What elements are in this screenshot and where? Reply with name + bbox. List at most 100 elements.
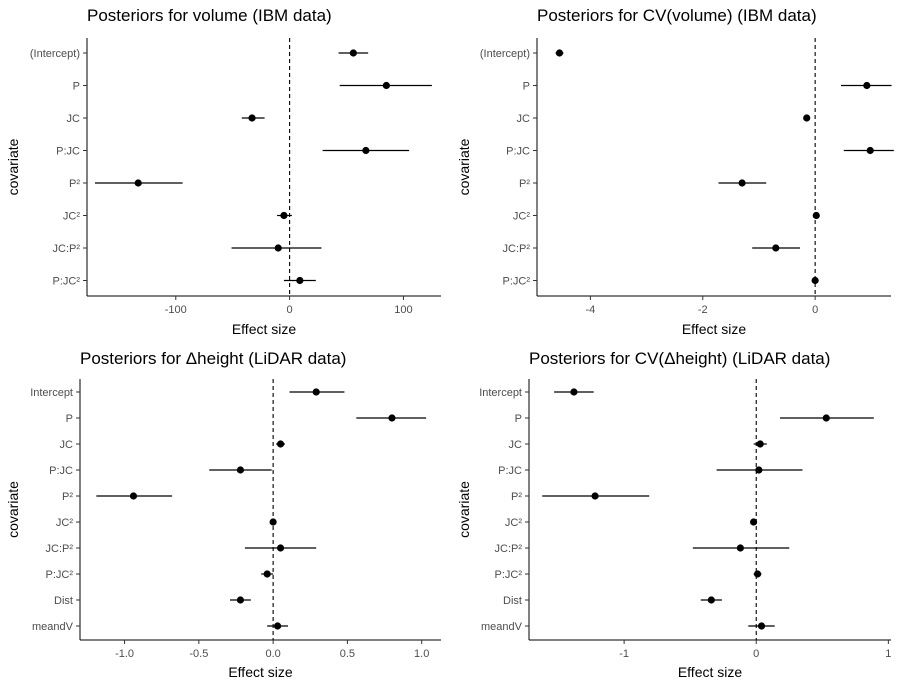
y-tick-label: P:JC	[49, 465, 73, 477]
y-tick-label: (Intercept)	[480, 48, 530, 60]
estimate-point	[570, 388, 578, 396]
y-tick-label: meandV	[481, 621, 523, 633]
estimate-point	[822, 414, 830, 422]
estimate-point	[362, 146, 370, 155]
y-tick-label: P²	[511, 491, 522, 503]
y-tick-label: JC:P²	[53, 243, 81, 255]
x-tick-label: -1.0	[115, 648, 134, 660]
y-tick-label: JC	[517, 113, 531, 125]
estimate-point	[349, 49, 357, 57]
x-tick-label: 0.5	[340, 648, 355, 660]
y-axis-title: covariate	[456, 481, 472, 538]
y-tick-label: P	[523, 81, 530, 93]
x-axis-title: Effect size	[678, 664, 743, 680]
y-tick-label: P²	[69, 178, 80, 190]
forest-plot-4: -1 0 1 Intercept P JC P:JC P² JC² JC:P² P:JC² Dist m…	[456, 379, 891, 680]
estimate-point	[811, 276, 819, 285]
estimate-point	[382, 81, 390, 90]
estimate-point	[280, 211, 288, 220]
y-tick-label: P:JC²	[46, 569, 74, 581]
forest-plot-3: -1.0 -0.5 0.0 0.5 1.0 Intercept P JC P:JC P² JC² JC…	[5, 379, 441, 680]
x-tick-label: -2	[698, 304, 708, 316]
y-tick-label: P	[73, 81, 80, 93]
y-tick-label: P:JC	[506, 146, 530, 158]
y-axis-title: covariate	[5, 481, 21, 538]
y-tick-label: JC²	[63, 211, 80, 223]
x-tick-label: -0.5	[189, 648, 208, 660]
y-tick-label: JC:P²	[46, 543, 74, 555]
estimate-point	[756, 440, 764, 448]
estimate-point	[863, 81, 871, 90]
y-axis-title: covariate	[456, 138, 472, 195]
forest-plot-1: -100 0 100 (Intercept) P JC P:JC P² JC² JC:P² P:JC…	[5, 38, 441, 337]
estimate-point	[812, 211, 820, 220]
estimate-point	[757, 622, 766, 630]
x-tick-label: -4	[585, 304, 595, 316]
estimate-point	[749, 518, 758, 526]
chart-title: Posteriors for Δheight (LiDAR data)	[80, 349, 347, 368]
estimate-point	[707, 596, 715, 604]
x-tick-label: 100	[394, 304, 412, 316]
estimate-point	[866, 146, 874, 155]
chart-title: Posteriors for CV(volume) (IBM data)	[537, 6, 817, 25]
y-tick-label: meandV	[32, 621, 74, 633]
y-tick-label: JC:P²	[495, 543, 523, 555]
y-tick-label: JC	[509, 439, 523, 451]
y-tick-label: Dist	[54, 595, 73, 607]
estimate-point	[591, 492, 599, 500]
chart-title: Posteriors for volume (IBM data)	[87, 6, 332, 25]
x-tick-label: 1.0	[414, 648, 429, 660]
y-tick-label: P²	[519, 178, 530, 190]
y-tick-label: Intercept	[479, 387, 522, 399]
chart-title: Posteriors for CV(Δheight) (LiDAR data)	[529, 349, 831, 368]
x-tick-label: 0.0	[265, 648, 280, 660]
y-tick-label: P²	[62, 491, 73, 503]
x-tick-label: 0	[287, 304, 293, 316]
estimate-point	[274, 244, 282, 252]
x-tick-label: 1	[885, 648, 891, 660]
estimate-point	[555, 49, 564, 57]
estimate-point	[296, 276, 304, 285]
y-tick-label: JC²	[56, 517, 73, 529]
y-tick-label: P:JC	[498, 465, 522, 477]
estimate-point	[269, 518, 277, 526]
y-tick-label: JC²	[505, 517, 522, 529]
estimate-point	[738, 179, 746, 187]
estimate-point	[276, 440, 285, 448]
estimate-point	[263, 570, 271, 578]
y-tick-label: JC	[67, 113, 81, 125]
estimate-point	[273, 622, 282, 630]
y-tick-label: P	[515, 413, 522, 425]
estimate-point	[803, 114, 811, 122]
estimate-point	[753, 570, 762, 578]
y-tick-label: (Intercept)	[30, 48, 80, 60]
estimate-point	[312, 388, 320, 396]
y-tick-label: P:JC²	[53, 276, 81, 288]
y-tick-label: P:JC²	[495, 569, 523, 581]
x-tick-label: 0	[812, 304, 818, 316]
x-tick-label: -1	[619, 648, 629, 660]
y-tick-label: JC²	[513, 211, 530, 223]
y-tick-label: Dist	[503, 595, 522, 607]
x-axis-title: Effect size	[228, 664, 293, 680]
estimate-point	[276, 544, 285, 552]
estimate-point	[236, 596, 245, 604]
estimate-point	[248, 114, 256, 122]
y-tick-label: P:JC	[56, 146, 80, 158]
estimate-point	[736, 544, 744, 552]
estimate-point	[129, 492, 138, 500]
y-axis-title: covariate	[5, 138, 21, 195]
y-tick-label: JC:P²	[503, 243, 531, 255]
estimate-point	[236, 466, 245, 474]
forest-plot-2: -4 -2 0 (Intercept) P JC P:JC P² JC² JC:P² P:JC² Ef…	[456, 38, 894, 337]
y-tick-label: P:JC²	[503, 276, 531, 288]
y-tick-label: P	[66, 413, 73, 425]
x-tick-label: -100	[165, 304, 187, 316]
estimate-point	[134, 179, 142, 187]
y-tick-label: JC	[60, 439, 74, 451]
estimate-point	[755, 466, 763, 474]
y-tick-label: Intercept	[30, 387, 73, 399]
x-axis-title: Effect size	[682, 321, 747, 337]
estimate-point	[388, 414, 396, 422]
